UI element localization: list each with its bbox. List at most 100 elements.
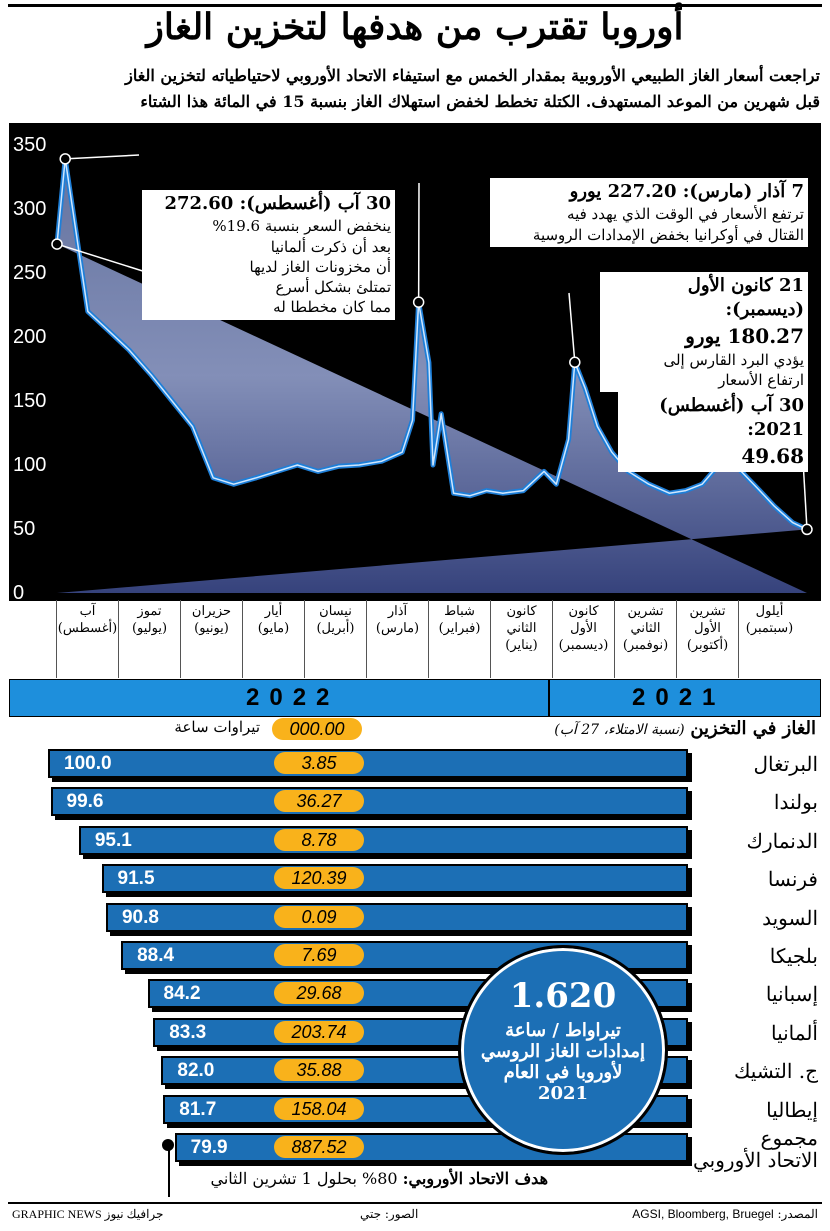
- storage-pct-0: 100.0: [64, 753, 112, 774]
- peak-dot: [59, 153, 71, 165]
- y-tick-250: 250: [13, 262, 46, 284]
- mar7-head: 7 آذار (مارس): 227.20 يورو: [569, 181, 804, 202]
- dec21-line-2: ارتفاع الأسعار: [718, 370, 804, 389]
- aug30-line-5: مما كان مخططا له: [273, 298, 391, 317]
- month-label-6: شباط (فبراير): [428, 600, 490, 678]
- storage-country-6: إسبانيا: [765, 982, 818, 1007]
- page-title: أوروبا تقترب من هدفها لتخزين الغاز: [146, 6, 684, 48]
- month-label-9-line-2: (نوفمبر): [622, 637, 669, 653]
- storage-bar-4: 90.8 0.09: [105, 902, 688, 932]
- storage-twh-1: 36.27: [273, 790, 364, 813]
- storage-twh-10: 887.52: [273, 1136, 364, 1158]
- year-2022: 2022: [246, 684, 340, 711]
- month-label-7-line-0: كانون: [506, 604, 537, 619]
- storage-pct-8: 82.0: [177, 1060, 215, 1082]
- month-label-3-line-0: أيار: [264, 604, 283, 619]
- storage-header: الغاز في التخزين (نسبة الامتلاء، 27 آب): [554, 718, 816, 739]
- storage-bar-1: 99.6 36.27: [50, 787, 688, 817]
- subtitle-line-1: تراجعت أسعار الغاز الطبيعي الأوروبية بمق…: [125, 66, 820, 85]
- month-label-6-line-0: شباط: [444, 604, 475, 619]
- storage-country-0: البرتغال: [753, 752, 818, 776]
- callouts: [51, 153, 813, 536]
- storage-country-10: مجموع الاتحاد الأوروبي: [693, 1126, 818, 1172]
- month-axis: آب (أغسطس) تموز (يوليو) حزيران (يونيو) أيار (ما…: [56, 600, 800, 678]
- storage-pct-2: 95.1: [94, 829, 132, 851]
- storage-twh-0: 3.85: [274, 752, 364, 774]
- month-label-10: تشرين الأول (أكتوبر): [676, 600, 738, 678]
- storage-twh-9: 158.04: [273, 1097, 364, 1120]
- month-label-7-line-1: الثاني: [506, 620, 537, 636]
- dec21-dot: [569, 356, 581, 369]
- circle-value: 1.620: [509, 976, 617, 1016]
- y-tick-300: 300: [13, 198, 46, 220]
- chart-title-bold: الغاز الطبيعي الهولندي TTF: [574, 133, 800, 155]
- storage-pct-1: 99.6: [66, 791, 104, 813]
- month-label-9: تشرين الثاني (نوفمبر): [614, 600, 676, 678]
- month-label-1-line-0: تموز: [137, 604, 162, 619]
- circle-line-1: تيراواط / ساعة: [505, 1020, 621, 1041]
- price-line-highlight: [56, 158, 808, 531]
- month-label-11: أيلول (سبتمبر): [738, 600, 800, 678]
- storage-pct-3: 91.5: [117, 868, 155, 890]
- month-label-11-line-1: (سبتمبر): [745, 620, 794, 636]
- storage-twh-4: 0.09: [273, 905, 364, 928]
- price-area: [57, 158, 807, 594]
- storage-country-5: بلجيكا: [769, 944, 818, 968]
- month-label-2-line-0: حزيران: [191, 604, 232, 619]
- month-label-3-line-1: (مايو): [257, 620, 290, 636]
- storage-country-2: الدنمارك: [746, 828, 818, 853]
- month-label-8: كانون الأول (ديسمبر): [552, 600, 614, 678]
- source-label: المصدر:: [777, 1207, 818, 1221]
- month-label-4: نيسان (أبريل): [304, 600, 366, 678]
- mar7-line-1: ترتفع الأسعار في الوقت الذي يهدد فيه: [567, 205, 804, 224]
- month-label-0-line-0: آب: [79, 604, 96, 619]
- y-tick-150: 150: [13, 390, 46, 412]
- aug30-line-4: تمتلئ بشكل أسرع: [275, 278, 391, 297]
- month-label-10-line-2: (أكتوبر): [686, 637, 729, 653]
- aug30-dot: [51, 238, 63, 250]
- mar7-dot: [412, 296, 425, 308]
- month-label-5-line-0: آذار: [387, 604, 408, 619]
- aug30-annotation: 30 آب (أغسطس): 272.60 ينخفض السعر بنسبة …: [142, 190, 395, 320]
- storage-bar-0: 100.0 3.85: [48, 749, 688, 778]
- month-label-4-line-1: (أبريل): [316, 620, 355, 636]
- month-label-11-line-0: أيلول: [755, 604, 784, 619]
- storage-bar-2: 95.1 8.78: [78, 825, 688, 855]
- storage-country-3: فرنسا: [767, 867, 818, 892]
- y-tick-0: 0: [13, 582, 24, 601]
- chart-title: الغاز الطبيعي الهولندي TTF (يورو لكل ميغ…: [380, 133, 800, 155]
- footer-source: المصدر: AGSI, Bloomberg, Bruegel: [632, 1207, 818, 1221]
- storage-country-9: إيطاليا: [766, 1097, 818, 1122]
- chart-title-unit: (يورو لكل ميغاواط / ساعة): [410, 138, 570, 154]
- target-bold: هدف الاتحاد الأوروبي:: [402, 1169, 548, 1188]
- peak-value-label: 339.20 يورو: [221, 137, 340, 161]
- dec21-line-1: يؤدي البرد القارس إلى: [663, 350, 804, 369]
- mar7-line-2: القتال في أوكرانيا بخفض الإمدادات الروسي…: [532, 225, 804, 244]
- storage-twh-5: 7.69: [273, 944, 364, 966]
- dec21-annotation: 21 كانون الأول (ديسمبر): 180.27 يورو يؤد…: [600, 272, 808, 393]
- year-bar: 2022 2021: [9, 679, 821, 717]
- month-label-9-line-1: الثاني: [630, 620, 661, 636]
- year-2021: 2021: [632, 684, 726, 711]
- storage-twh-3: 120.39: [273, 867, 364, 890]
- storage-title: الغاز في التخزين: [690, 718, 816, 739]
- storage-pct-9: 81.7: [179, 1098, 217, 1120]
- month-label-1: تموز (يوليو): [118, 600, 180, 678]
- target-line: [168, 1145, 170, 1197]
- dec21-value: 180.27 يورو: [685, 323, 804, 348]
- storage-twh-2: 8.78: [273, 828, 364, 851]
- year-divider: [548, 680, 550, 716]
- month-label-4-line-0: نيسان: [319, 604, 352, 619]
- circle-line-4: 2021: [537, 1083, 589, 1104]
- storage-country-8: ج. التشيك: [733, 1059, 818, 1084]
- aug2021-head: 30 آب (أغسطس) 2021:: [659, 395, 804, 441]
- aug30-leader: [56, 243, 150, 274]
- storage-pct-7: 83.3: [169, 1021, 207, 1043]
- target-dot: [162, 1139, 174, 1151]
- month-label-9-line-0: تشرين: [627, 604, 664, 619]
- month-label-1-line-1: (يوليو): [131, 620, 168, 636]
- y-tick-350: 350: [13, 134, 46, 156]
- storage-pct-4: 90.8: [121, 906, 159, 928]
- month-label-10-line-0: تشرين: [689, 604, 726, 619]
- russian-gas-circle: 1.620 تيراواط / ساعة إمدادات الغاز الروس…: [458, 945, 668, 1155]
